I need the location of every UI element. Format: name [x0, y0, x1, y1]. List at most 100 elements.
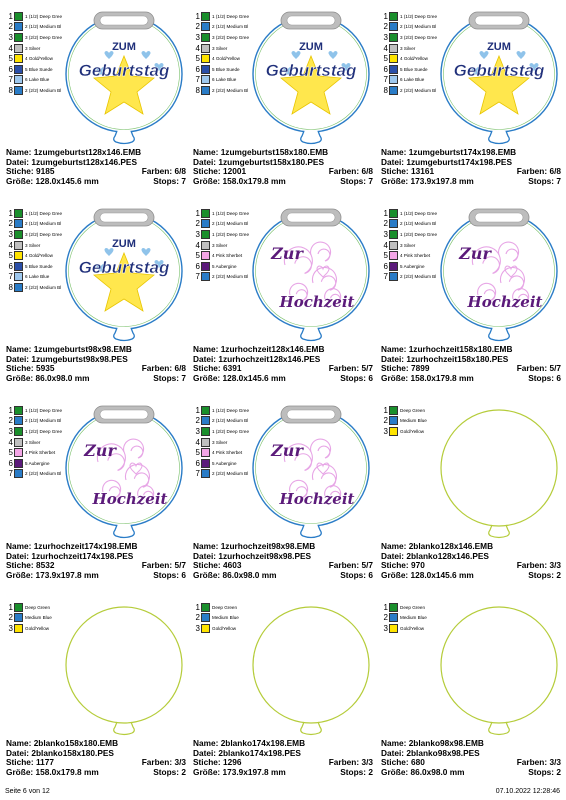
balloon-svg: Zur Hochzeit [440, 208, 558, 342]
design-card: 1 Deep Green 2 Medium Blue 3 Gold/Yellow Name:… [193, 597, 373, 789]
color-name: 1 (2/2) Deep Gree [400, 231, 438, 237]
heart-decoration [291, 51, 301, 59]
color-row: 3 3 (2/2) Deep Gree [6, 229, 86, 240]
groesse-label: Größe: [381, 372, 409, 383]
balloon-knot [113, 721, 135, 736]
color-index: 3 [8, 229, 13, 239]
color-index: 3 [8, 32, 13, 42]
stiche-row: Stiche: 680 Farben: 3/3 [381, 757, 561, 768]
color-row: 4 3 Silver [6, 437, 86, 448]
stiche-label: Stiche: [6, 757, 34, 768]
datei-label: Datei: [193, 747, 217, 758]
color-index: 4 [8, 43, 13, 53]
swirl-decoration [289, 479, 309, 498]
farben-label: Farben: [328, 560, 360, 571]
color-index: 7 [195, 75, 200, 85]
color-name: 3 (2/2) Deep Gree [212, 34, 250, 40]
datei-label: Datei: [193, 156, 217, 167]
stops-value: 6 [368, 569, 373, 580]
color-swatch [14, 208, 23, 218]
stops-value: 2 [556, 569, 561, 580]
color-index: 3 [195, 426, 200, 436]
color-row: 6 5 Blue Suede [6, 64, 86, 75]
color-index: 1 [383, 602, 388, 612]
color-index: 3 [8, 623, 13, 633]
color-name: 2 (2/2) Medium Bl [400, 274, 437, 280]
farben-group: Farben: 5/7 [328, 560, 373, 571]
farben-value: 5/7 [361, 363, 373, 374]
color-index: 5 [195, 251, 200, 261]
color-list: 1 1 (1/2) Deep Gree 2 2 (1/2) Medium Bl 3 1 (… [6, 405, 86, 479]
groesse-label: Größe: [381, 766, 409, 777]
farben-value: 3/3 [361, 757, 373, 768]
color-swatch [14, 261, 23, 271]
groesse-label: Größe: [193, 175, 221, 186]
color-index: 8 [8, 282, 13, 292]
color-name: 1 (1/2) Deep Gree [25, 210, 63, 216]
color-name: 3 Silver [400, 242, 416, 248]
name-row: Name: 1zumgeburtst174x198.EMB [381, 147, 561, 158]
color-list: 1 1 (1/2) Deep Gree 2 2 (1/2) Medium Bl 3 1 (… [193, 405, 273, 479]
color-list: 1 1 (1/2) Deep Gree 2 2 (1/2) Medium Bl 3 3 (… [6, 208, 86, 293]
color-row: 1 Deep Green [381, 602, 461, 613]
color-swatch [14, 623, 23, 633]
datei-label: Datei: [193, 353, 217, 364]
farben-label: Farben: [516, 166, 548, 177]
groesse-label: Größe: [381, 175, 409, 186]
color-index: 3 [383, 623, 388, 633]
color-index: 8 [195, 85, 200, 95]
color-swatch [201, 469, 210, 479]
color-swatch [201, 458, 210, 468]
name-row: Name: 1zurhochzeit174x198.EMB [6, 541, 186, 552]
stiche-row: Stiche: 5935 Farben: 6/8 [6, 363, 186, 374]
heart-decoration [141, 248, 151, 256]
design-preview: 1 Deep Green 2 Medium Blue 3 Gold/Yellow [381, 400, 561, 542]
stops-label: Stops: [340, 175, 367, 186]
stops-group: Stops: 2 [153, 767, 186, 778]
hanger-hole [474, 15, 524, 26]
color-name: Deep Green [25, 604, 51, 610]
hanger-hole [99, 409, 149, 420]
color-row: 2 2 (1/2) Medium Bl [6, 22, 86, 33]
groesse-row: Größe: 86.0x98.0 mm Stops: 7 [6, 373, 186, 384]
balloon-svg: ZUM Geburtstag [440, 11, 558, 145]
color-name: 2 (1/2) Medium Bl [400, 24, 437, 30]
color-row: 1 1 (1/2) Deep Gree [381, 11, 461, 22]
color-index: 8 [383, 85, 388, 95]
art-text-geburtstag: Geburtstag [266, 61, 357, 80]
color-name: Gold/Yellow [400, 625, 425, 631]
color-index: 6 [8, 64, 13, 74]
color-swatch [201, 85, 210, 95]
color-swatch [389, 623, 398, 633]
design-info: Name: 1zurhochzeit128x146.EMB Datei: 1zur… [193, 344, 373, 383]
color-row: 4 3 Silver [381, 240, 461, 251]
stiche-value: 9185 [35, 166, 55, 177]
stops-group: Stops: 6 [340, 569, 373, 581]
name-value: 1zurhochzeit158x180.EMB [408, 344, 513, 354]
swirl-decoration [512, 288, 530, 305]
color-swatch [201, 64, 210, 74]
balloon-artwork [193, 597, 373, 739]
color-name: 5 Aubergine [25, 460, 50, 466]
color-swatch [201, 251, 210, 261]
color-swatch [201, 219, 210, 229]
color-index: 2 [383, 613, 388, 623]
hanger-hole [286, 15, 336, 26]
farben-group: Farben: 5/7 [329, 363, 373, 374]
swirl-decoration [324, 288, 342, 305]
color-row: 5 4 Gold/Yellow [193, 53, 273, 64]
color-row: 2 2 (1/2) Medium Bl [193, 416, 273, 427]
stiche-label: Stiche: [6, 166, 34, 177]
groesse-label: Größe: [6, 766, 34, 777]
name-row: Name: 1zurhochzeit158x180.EMB [381, 344, 561, 355]
stops-label: Stops: [340, 766, 367, 777]
color-name: 2 (1/2) Medium Bl [400, 221, 437, 227]
color-row: 3 Gold/Yellow [6, 623, 86, 634]
color-name: 4 Pink Sherbet [212, 253, 243, 259]
color-name: Medium Blue [400, 615, 427, 621]
color-swatch [389, 251, 398, 261]
farben-label: Farben: [516, 363, 548, 374]
art-text-geburtstag: Geburtstag [79, 61, 170, 80]
color-name: 1 (2/2) Deep Gree [212, 428, 250, 434]
color-index: 7 [195, 469, 200, 479]
